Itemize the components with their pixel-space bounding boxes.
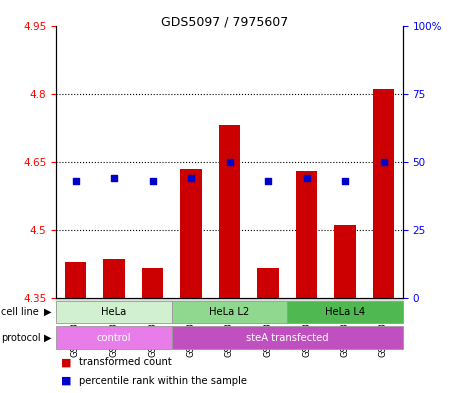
Text: HeLa L4: HeLa L4 (325, 307, 365, 317)
Bar (334, 225, 356, 298)
Bar (373, 89, 394, 298)
Point (72, 178, 79, 184)
Point (265, 178, 272, 184)
Bar (104, 259, 125, 298)
Text: protocol: protocol (1, 332, 41, 343)
Bar (56, 298, 403, 314)
Point (303, 175, 310, 181)
Bar (172, 326, 403, 349)
Text: GDS5097 / 7975607: GDS5097 / 7975607 (162, 16, 288, 29)
Text: HeLa: HeLa (101, 307, 126, 317)
Bar (180, 169, 202, 298)
Text: ■: ■ (61, 357, 71, 367)
Point (380, 158, 387, 165)
Text: transformed count: transformed count (79, 357, 171, 367)
Bar (56, 301, 172, 323)
Point (226, 158, 233, 165)
Bar (172, 301, 287, 323)
Text: percentile rank within the sample: percentile rank within the sample (79, 376, 247, 386)
Point (342, 178, 349, 184)
Bar (296, 171, 317, 298)
Text: ▶: ▶ (45, 307, 52, 317)
Text: HeLa L2: HeLa L2 (209, 307, 250, 317)
Text: ▶: ▶ (45, 332, 52, 343)
Bar (142, 268, 163, 298)
Bar (56, 326, 172, 349)
Text: control: control (97, 332, 131, 343)
Bar (287, 301, 403, 323)
Bar (257, 268, 279, 298)
Point (149, 178, 156, 184)
Bar (219, 125, 240, 298)
Bar (65, 262, 86, 298)
Text: cell line: cell line (1, 307, 39, 317)
Text: steA transfected: steA transfected (246, 332, 328, 343)
Point (110, 175, 117, 181)
Text: ■: ■ (61, 376, 71, 386)
Point (187, 175, 194, 181)
